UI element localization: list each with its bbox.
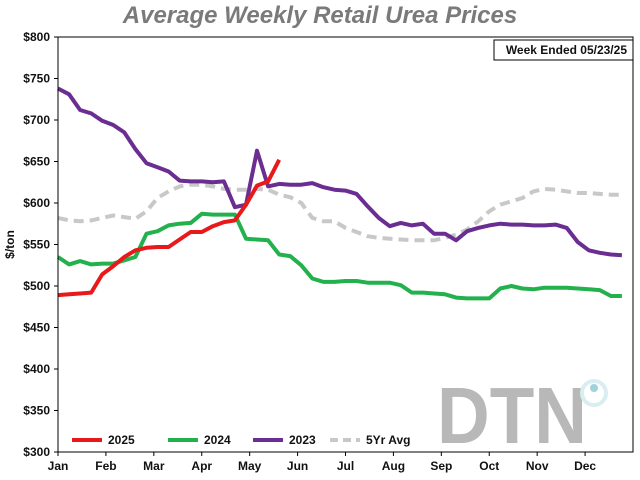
series-line-2025 [57, 158, 281, 298]
x-tick-label: Apr [191, 459, 212, 473]
legend-label: 2025 [108, 433, 135, 447]
y-tick-label: $350 [23, 404, 50, 418]
y-tick-label: $800 [23, 30, 50, 44]
y-tick-label: $550 [23, 238, 50, 252]
annotation-text: Week Ended 05/23/25 [506, 43, 628, 57]
dtn-logo-text: DTN [437, 371, 587, 460]
x-tick-label: Aug [382, 459, 405, 473]
dtn-logo-ring [580, 379, 608, 407]
x-tick-label: Jul [337, 459, 354, 473]
legend-label: 2023 [289, 433, 316, 447]
series-layer [56, 86, 623, 301]
series-line-2024 [56, 211, 622, 301]
y-tick-label: $600 [23, 196, 50, 210]
series-line-5yr-avg [57, 182, 622, 243]
dtn-logo-dot [590, 384, 598, 392]
x-tick-label: Nov [526, 459, 549, 473]
y-tick-label: $700 [23, 113, 50, 127]
y-tick-label: $300 [23, 445, 50, 459]
y-axis-label: $/ton [3, 230, 17, 259]
x-tick-label: Sep [430, 459, 452, 473]
chart-legend: 2025 2024 2023 5Yr Avg [72, 433, 410, 447]
x-tick-label: Dec [574, 459, 596, 473]
week-ended-annotation: Week Ended 05/23/25 [493, 39, 634, 61]
x-tick-label: Mar [143, 459, 165, 473]
chart-title: Average Weekly Retail Urea Prices [122, 2, 518, 29]
legend-label: 2024 [204, 433, 231, 447]
y-tick-label: $650 [23, 155, 50, 169]
legend-label: 5Yr Avg [366, 433, 410, 447]
x-axis-ticks: Jan Feb Mar Apr May Jun Jul Aug Sep Oct Nov Dec [48, 452, 596, 473]
series-line-2023 [57, 86, 623, 258]
x-tick-label: Feb [95, 459, 116, 473]
annotation-box [493, 39, 634, 61]
plot-frame [57, 36, 634, 453]
y-tick-label: $450 [23, 321, 50, 335]
y-axis-ticks: $300 $350 $400 $450 $500 $550 $600 $650 $700 $750… [23, 30, 58, 459]
y-tick-label: $500 [23, 279, 50, 293]
x-tick-label: Jun [287, 459, 308, 473]
x-tick-label: Oct [479, 459, 499, 473]
dtn-logo: DTN [437, 371, 608, 460]
y-tick-label: $400 [23, 362, 50, 376]
y-tick-label: $750 [23, 72, 50, 86]
x-tick-label: May [238, 459, 262, 473]
x-tick-label: Jan [48, 459, 69, 473]
